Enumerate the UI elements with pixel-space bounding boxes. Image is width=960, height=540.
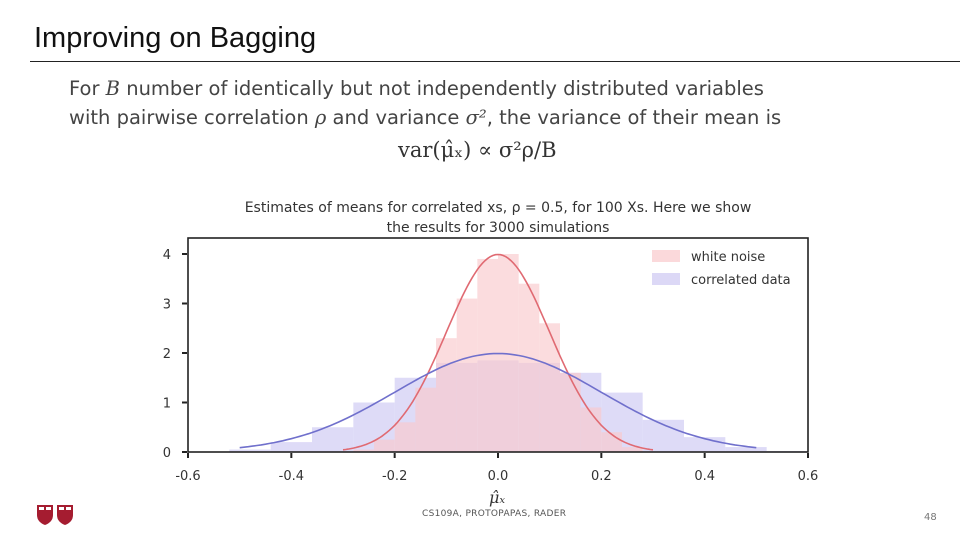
white-noise-legend-swatch	[652, 250, 680, 262]
body-line2-a: with pairwise correlation	[69, 106, 315, 129]
title-divider	[30, 61, 960, 62]
body-line2-c: , the variance of their mean is	[486, 106, 782, 129]
white-noise-bar-8	[518, 283, 540, 452]
histogram-bars	[188, 254, 808, 452]
white-noise-bar-1	[374, 439, 395, 452]
page-number: 48	[924, 512, 937, 523]
correlated-bar-3	[312, 427, 354, 452]
white-noise-bar-2	[394, 422, 416, 452]
x-tick-label-5: 0.4	[694, 469, 715, 484]
x-tick-label-4: 0.2	[591, 469, 612, 484]
x-tick-label-3: 0.0	[488, 469, 509, 484]
var-sigma2: σ²	[465, 106, 487, 129]
var-b: B	[105, 77, 121, 100]
footer-course: CS109A, PROTOPAPAS, RADER	[422, 509, 567, 519]
variance-formula: var(μ̂ₓ) ∝ σ²ρ/B	[398, 138, 557, 162]
white-noise-curve	[342, 253, 654, 451]
correlated-curve	[239, 352, 757, 449]
white-noise-bar-13	[622, 447, 643, 452]
white-noise-bar-7	[498, 254, 519, 452]
plot-frame	[187, 237, 809, 453]
white-noise-bar-6	[477, 258, 498, 452]
x-tick-label-1: -0.4	[279, 469, 304, 484]
white-noise-bar-3	[415, 387, 436, 452]
chart-title-line2: the results for 3000 simulations	[387, 220, 610, 236]
var-rho: ρ	[314, 106, 327, 129]
y-tick-label-0: 0	[163, 446, 171, 461]
correlated-legend-label: correlated data	[691, 273, 791, 288]
y-tick-label-3: 3	[163, 298, 171, 313]
white-noise-legend-label: white noise	[691, 250, 765, 265]
y-tick-label-2: 2	[163, 347, 171, 362]
correlated-bar-2	[270, 442, 312, 452]
correlated-bar-1	[229, 449, 271, 452]
body-line1-a: For	[69, 77, 106, 100]
chart-axes: 0 1 2 3 4 -0.6 -0.4 -0.2 0.0 0.2 0.4 0.6	[163, 248, 819, 484]
x-tick-label-2: -0.2	[382, 469, 407, 484]
y-tick-label-4: 4	[163, 248, 171, 263]
white-noise-bar-0	[353, 449, 374, 452]
chart-title-line1: Estimates of means for correlated xs, ρ …	[245, 200, 752, 216]
correlated-legend-swatch	[652, 273, 680, 285]
white-noise-bar-10	[560, 372, 581, 452]
x-axis-label: μ̂ₓ	[489, 488, 505, 507]
white-noise-bar-5	[456, 298, 478, 452]
chart-legend: white noise correlated data	[652, 250, 791, 288]
white-noise-bar-4	[436, 338, 457, 452]
x-tick-label-0: -0.6	[175, 469, 200, 484]
density-curves	[239, 253, 757, 451]
body-line1-b: number of identically but not independen…	[120, 77, 764, 100]
body-line2-b: and variance	[326, 106, 466, 129]
x-tick-label-6: 0.6	[798, 469, 819, 484]
correlated-bar-13	[725, 447, 767, 452]
harvard-seas-logo	[36, 504, 76, 530]
white-noise-bar-9	[539, 323, 560, 452]
body-text: For B number of identically but not inde…	[69, 74, 909, 132]
y-tick-label-1: 1	[163, 397, 171, 412]
slide-title: Improving on Bagging	[34, 22, 317, 54]
